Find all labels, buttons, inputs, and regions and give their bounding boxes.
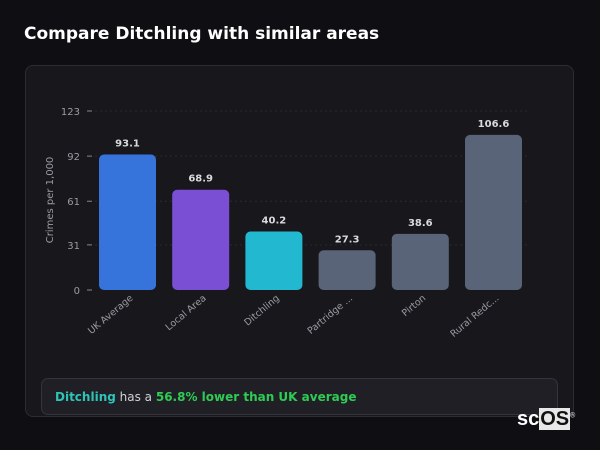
area-name: Ditchling <box>55 390 116 404</box>
x-tick-label: Pirton <box>400 293 428 319</box>
x-tick-label: Local Area <box>164 293 209 333</box>
y-tick-label: 61 <box>67 197 80 208</box>
x-tick-label: Ditchling <box>242 293 281 329</box>
y-axis-label: Crimes per 1,000 <box>45 157 56 244</box>
x-tick-label: Partridge ... <box>306 293 355 337</box>
data-label: 106.6 <box>478 119 510 130</box>
bar <box>318 250 376 290</box>
y-tick-label: 123 <box>61 107 80 118</box>
comparison-value: 56.8% lower than UK average <box>155 390 357 404</box>
data-label: 38.6 <box>408 218 433 229</box>
y-tick-label: 92 <box>67 152 80 163</box>
data-label: 27.3 <box>335 234 360 245</box>
summary-text: has a <box>115 390 156 404</box>
bar <box>99 154 156 290</box>
x-tick-label: Rural Redc... <box>448 293 501 340</box>
bar <box>391 233 449 290</box>
data-label: 93.1 <box>115 139 140 150</box>
data-label: 40.2 <box>262 215 287 226</box>
page-title: Compare Ditchling with similar areas <box>24 24 380 44</box>
bar <box>465 134 522 290</box>
y-tick-label: 31 <box>67 241 80 252</box>
comparison-summary: Ditchling has a 56.8% lower than UK aver… <box>41 378 558 415</box>
x-tick-label: UK Average <box>86 293 135 337</box>
bar <box>245 231 303 290</box>
data-label: 68.9 <box>188 174 213 185</box>
scos-logo: scOS® <box>517 408 576 430</box>
y-tick-label: 0 <box>74 286 80 297</box>
bar <box>172 189 230 290</box>
